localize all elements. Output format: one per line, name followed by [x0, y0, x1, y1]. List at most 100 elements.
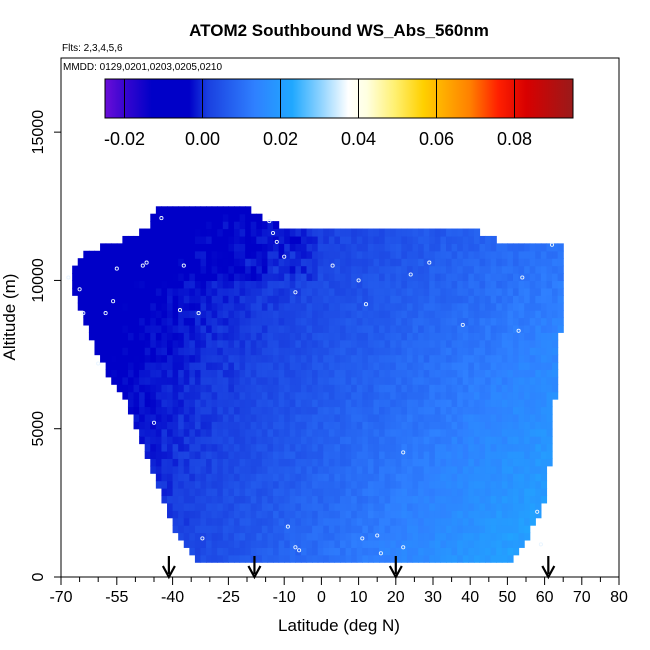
- heatmap-cell: [518, 250, 525, 259]
- heatmap-cell: [540, 406, 548, 415]
- heatmap-cell: [395, 443, 402, 452]
- heatmap-cell: [334, 273, 341, 282]
- heatmap-cell: [194, 347, 202, 356]
- heatmap-cell: [546, 295, 553, 304]
- heatmap-cell: [384, 287, 391, 296]
- heatmap-cell: [250, 495, 257, 504]
- heatmap-cell: [395, 539, 402, 548]
- heatmap-cell: [367, 310, 375, 319]
- heatmap-cell: [295, 450, 302, 459]
- heatmap-cell: [351, 421, 358, 430]
- heatmap-cell: [496, 502, 503, 511]
- heatmap-cell: [423, 302, 430, 311]
- heatmap-cell: [228, 221, 235, 230]
- heatmap-cell: [485, 361, 492, 370]
- heatmap-cell: [406, 376, 414, 385]
- heatmap-cell: [233, 399, 241, 408]
- heatmap-cell: [284, 488, 291, 497]
- heatmap-cell: [144, 369, 151, 378]
- heatmap-cell: [423, 339, 430, 348]
- heatmap-cell: [222, 502, 229, 511]
- heatmap-cell: [133, 369, 140, 378]
- heatmap-cell: [340, 339, 347, 348]
- heatmap-cell: [390, 525, 397, 534]
- heatmap-cell: [161, 287, 168, 296]
- heatmap-cell: [150, 235, 157, 244]
- heatmap-cell: [535, 413, 542, 422]
- heatmap-cell: [267, 287, 274, 296]
- heatmap-cell: [161, 228, 168, 237]
- heatmap-cell: [362, 539, 369, 548]
- heatmap-cell: [390, 347, 397, 356]
- heatmap-cell: [468, 361, 475, 370]
- heatmap-cell: [161, 436, 168, 445]
- heatmap-cell: [406, 450, 414, 459]
- heatmap-cell: [222, 532, 229, 541]
- heatmap-cell: [289, 354, 296, 363]
- heatmap-cell: [345, 554, 352, 563]
- heatmap-cell: [401, 369, 408, 378]
- heatmap-cell: [462, 517, 469, 526]
- heatmap-cell: [273, 384, 280, 393]
- heatmap-cell: [423, 273, 430, 282]
- heatmap-cell: [328, 384, 336, 393]
- heatmap-cell: [256, 295, 263, 304]
- heatmap-cell: [155, 265, 163, 274]
- heatmap-cell: [351, 280, 358, 289]
- heatmap-cell: [189, 369, 196, 378]
- heatmap-cell: [496, 339, 503, 348]
- heatmap-cell: [423, 250, 430, 259]
- heatmap-cell: [256, 221, 263, 230]
- heatmap-cell: [222, 324, 229, 333]
- heatmap-cell: [317, 295, 324, 304]
- heatmap-cell: [496, 421, 503, 430]
- heatmap-cell: [473, 495, 481, 504]
- heatmap-cell: [278, 339, 285, 348]
- heatmap-cell: [496, 332, 503, 341]
- heatmap-cell: [306, 473, 313, 482]
- heatmap-cell: [446, 376, 453, 385]
- heatmap-cell: [479, 399, 486, 408]
- heatmap-cell: [524, 324, 531, 333]
- heatmap-cell: [518, 525, 525, 534]
- heatmap-cell: [267, 339, 274, 348]
- heatmap-cell: [295, 324, 302, 333]
- heatmap-cell: [362, 228, 369, 237]
- heatmap-cell: [172, 517, 179, 526]
- heatmap-cell: [295, 495, 302, 504]
- heatmap-cell: [172, 391, 179, 400]
- heatmap-cell: [295, 310, 302, 319]
- heatmap-cell: [217, 480, 224, 489]
- heatmap-cell: [250, 354, 257, 363]
- heatmap-cell: [395, 310, 402, 319]
- heatmap-cell: [328, 361, 336, 370]
- heatmap-cell: [116, 384, 123, 393]
- heatmap-cell: [524, 354, 531, 363]
- heatmap-cell: [406, 532, 414, 541]
- heatmap-cell: [518, 436, 525, 445]
- heatmap-cell: [317, 369, 324, 378]
- heatmap-cell: [194, 235, 202, 244]
- heatmap-cell: [211, 547, 218, 556]
- heatmap-cell: [446, 354, 453, 363]
- heatmap-cell: [245, 369, 252, 378]
- heatmap-cell: [200, 310, 207, 319]
- heatmap-cell: [507, 280, 514, 289]
- heatmap-cell: [356, 399, 363, 408]
- heatmap-cell: [189, 302, 196, 311]
- heatmap-cell: [105, 317, 112, 326]
- heatmap-cell: [183, 295, 190, 304]
- heatmap-cell: [384, 332, 391, 341]
- heatmap-cell: [340, 480, 347, 489]
- heatmap-cell: [401, 488, 408, 497]
- heatmap-cell: [362, 488, 369, 497]
- heatmap-cell: [94, 324, 101, 333]
- heatmap-cell: [233, 443, 241, 452]
- heatmap-cell: [429, 488, 436, 497]
- heatmap-cell: [161, 280, 168, 289]
- heatmap-cell: [446, 428, 453, 437]
- heatmap-cell: [406, 428, 414, 437]
- heatmap-cell: [395, 450, 402, 459]
- heatmap-cell: [323, 436, 330, 445]
- heatmap-cell: [284, 436, 291, 445]
